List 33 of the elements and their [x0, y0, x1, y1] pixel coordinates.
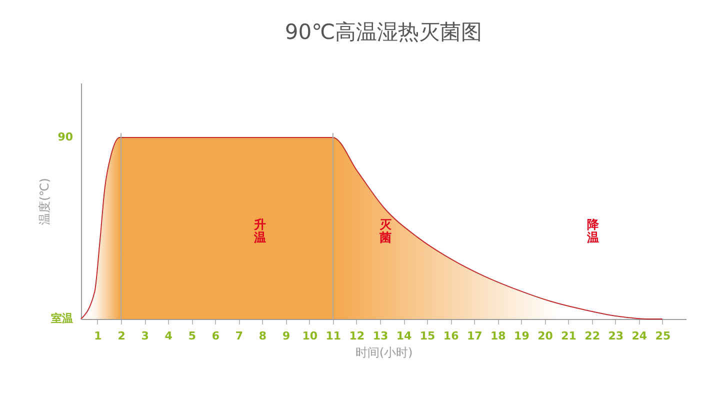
x-tick-label: 19	[514, 330, 530, 342]
x-tick-label: 13	[372, 330, 388, 342]
x-tick-label: 8	[258, 330, 267, 342]
x-tick-label: 23	[608, 330, 624, 342]
x-tick-label: 1	[94, 330, 102, 342]
x-tick-label: 2	[118, 330, 126, 342]
x-tick-label: 24	[632, 330, 648, 342]
x-tick-label: 18	[490, 330, 506, 342]
x-tick-label: 16	[443, 330, 460, 342]
x-tick-label: 25	[655, 330, 671, 342]
x-tick-label: 7	[235, 330, 244, 342]
x-tick-label: 21	[561, 330, 576, 342]
annotation: 降温	[586, 218, 600, 245]
x-tick-label: 15	[420, 330, 436, 342]
text: 90	[58, 130, 74, 144]
x-tick-label: 12	[349, 330, 365, 342]
x-tick-label: 9	[282, 330, 290, 342]
x-tick-label: 6	[212, 330, 220, 342]
x-tick-label: 5	[188, 330, 196, 342]
x-tick-label: 17	[466, 330, 482, 342]
annotation: 灭菌	[378, 218, 392, 245]
x-tick-label: 4	[164, 330, 173, 342]
x-tick-label: 11	[326, 330, 342, 342]
text: 室温	[51, 312, 73, 325]
annotation: 升温	[252, 218, 266, 245]
x-tick-label: 22	[584, 330, 600, 342]
chart-title: 90℃高温湿热灭菌图	[284, 20, 482, 44]
x-tick-label: 3	[141, 330, 149, 342]
x-tick-label: 20	[538, 330, 554, 342]
x-tick-label: 14	[396, 330, 412, 342]
x-tick-label: 10	[302, 330, 318, 342]
x-axis-title: 时间(小时)	[355, 346, 413, 360]
y-axis-title: 温度(℃)	[38, 178, 52, 225]
